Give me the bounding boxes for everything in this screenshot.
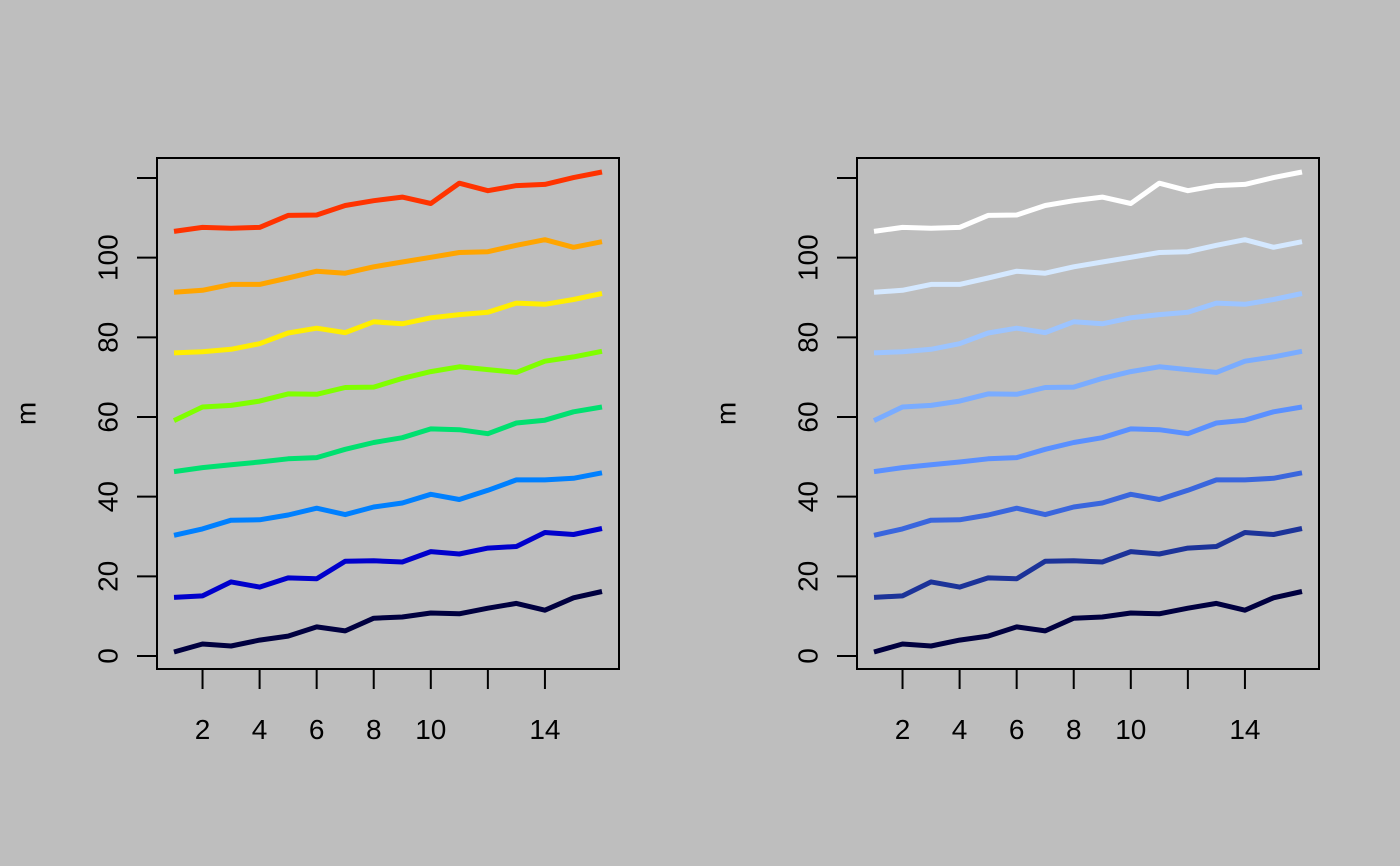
y-tick-label: 100	[92, 234, 123, 281]
series-line-5	[172, 348, 603, 423]
y-tick-label: 60	[92, 401, 123, 432]
series-line-7	[173, 237, 603, 295]
y-tick-label: 40	[792, 481, 823, 512]
x-tick-label: 14	[1229, 714, 1260, 745]
series-line-2	[173, 526, 603, 600]
x-tick-label: 2	[195, 714, 211, 745]
series-line-1	[873, 589, 1303, 655]
x-tick-label: 2	[895, 714, 911, 745]
series-line-1	[173, 589, 603, 655]
plot-frame	[856, 157, 1320, 670]
x-tick-label: 4	[952, 714, 968, 745]
y-tick-label: 80	[792, 322, 823, 353]
x-tick-label: 8	[1066, 714, 1082, 745]
x-tick-label: 14	[529, 714, 560, 745]
y-tick-label: 60	[792, 401, 823, 432]
series-line-4	[173, 404, 603, 475]
series-line-7	[873, 237, 1303, 295]
y-tick-label: 40	[92, 481, 123, 512]
x-tick-label: 6	[309, 714, 325, 745]
x-tick-label: 4	[252, 714, 268, 745]
y-tick-label: 20	[792, 561, 823, 592]
series-line-2	[873, 526, 1303, 600]
y-axis-title: m	[710, 402, 741, 425]
x-tick-label: 10	[415, 714, 446, 745]
series-group	[172, 169, 603, 655]
x-tick-label: 8	[366, 714, 382, 745]
x-tick-label: 6	[1009, 714, 1025, 745]
series-line-4	[873, 404, 1303, 475]
panel-right: 2 4 6 8 10 14 0 20 40 60 80 100 m	[710, 157, 1320, 745]
y-tick-label: 0	[792, 648, 823, 664]
series-line-8	[173, 169, 603, 234]
series-line-6	[873, 291, 1303, 356]
y-tick-label: 20	[92, 561, 123, 592]
plot-frame	[156, 157, 620, 670]
series-line-3	[873, 470, 1303, 538]
y-tick-label: 100	[792, 234, 823, 281]
series-group	[872, 169, 1303, 655]
series-line-6	[173, 291, 603, 356]
x-tick-label: 10	[1115, 714, 1146, 745]
series-line-3	[173, 470, 603, 538]
y-tick-label: 0	[92, 648, 123, 664]
y-tick-label: 80	[92, 322, 123, 353]
series-line-8	[873, 169, 1303, 234]
y-axis-title: m	[10, 402, 41, 425]
panel-left: 2 4 6 8 10 14 0 20 40 60 80 100 m	[10, 157, 620, 745]
series-line-5	[872, 348, 1303, 423]
